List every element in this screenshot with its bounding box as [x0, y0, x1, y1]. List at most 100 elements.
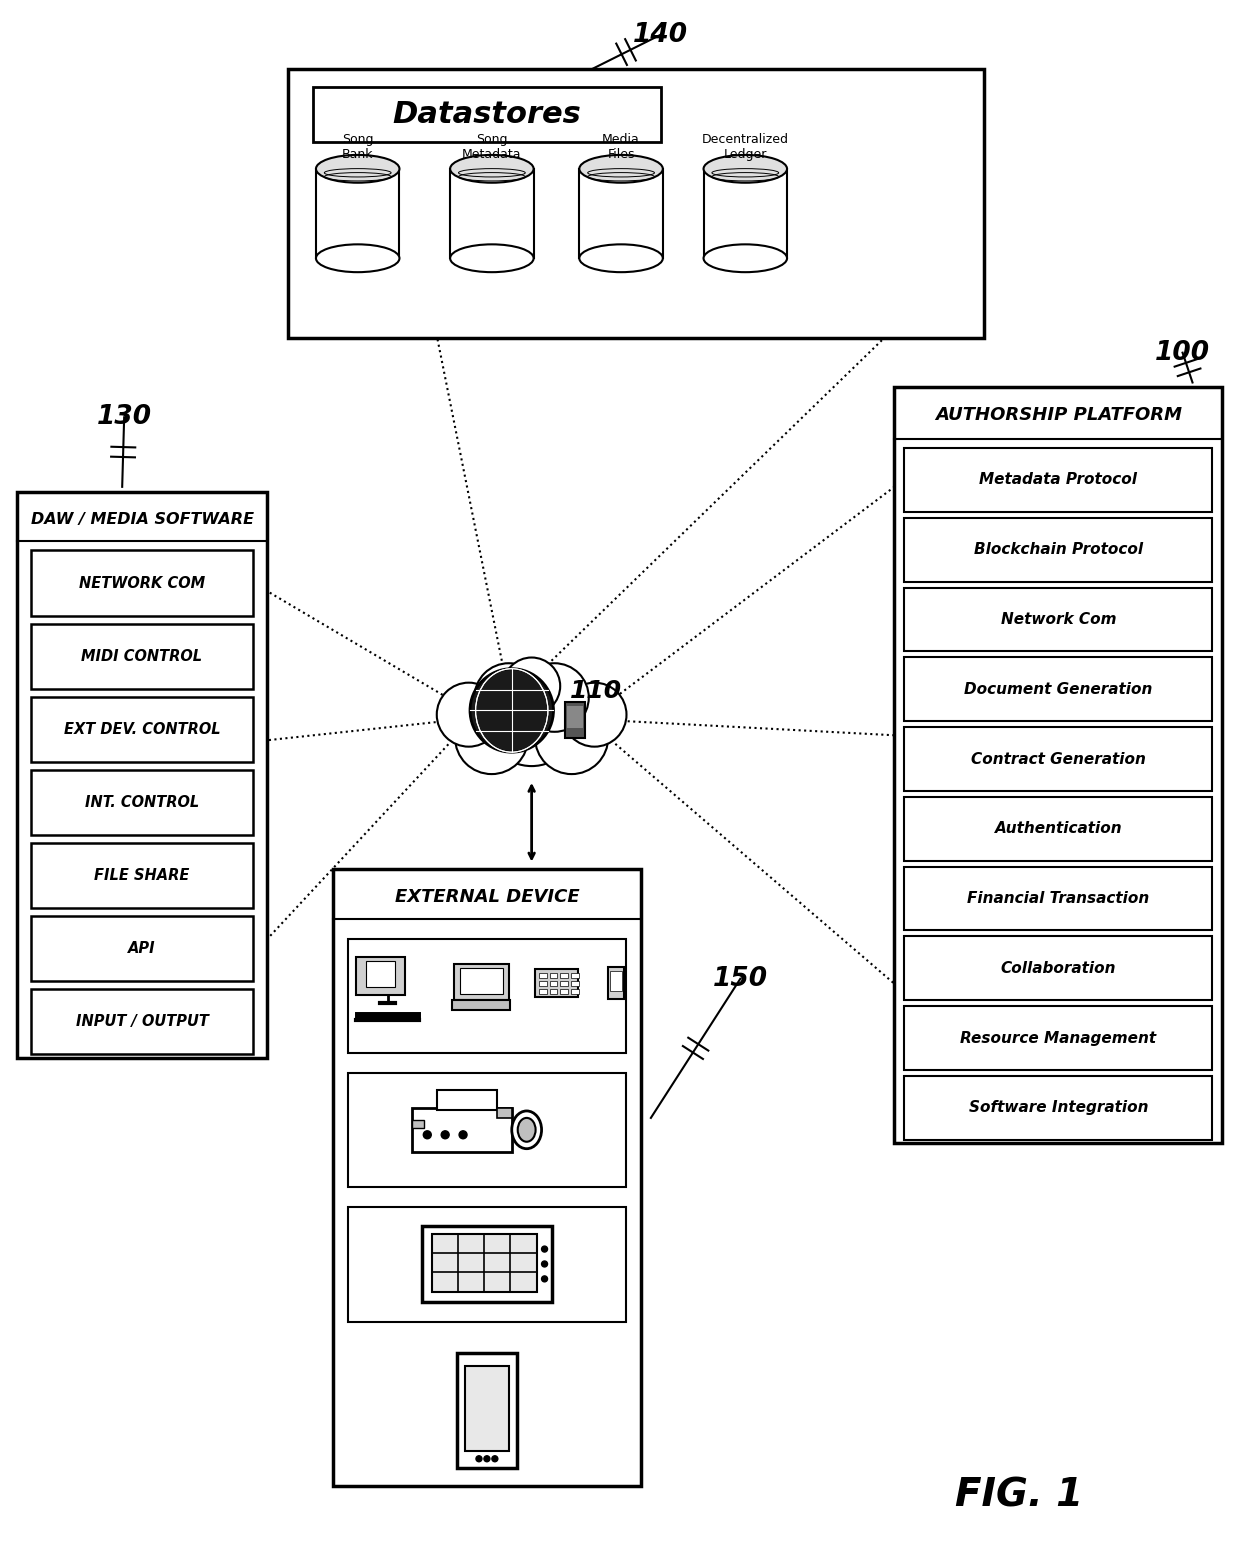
Bar: [904, 657, 1213, 721]
Bar: [904, 588, 1213, 652]
Bar: [610, 970, 622, 991]
Text: EXT DEV. CONTROL: EXT DEV. CONTROL: [63, 722, 221, 736]
Text: Resource Management: Resource Management: [960, 1031, 1157, 1045]
Ellipse shape: [518, 1119, 536, 1142]
Text: Media
Files: Media Files: [603, 133, 640, 161]
Circle shape: [476, 1455, 482, 1462]
Circle shape: [542, 1276, 548, 1282]
Bar: [31, 989, 253, 1055]
Text: AUTHORSHIP PLATFORM: AUTHORSHIP PLATFORM: [935, 406, 1182, 424]
Bar: [413, 1120, 424, 1128]
Bar: [332, 869, 641, 1485]
Circle shape: [459, 1131, 467, 1139]
Circle shape: [484, 1455, 490, 1462]
Circle shape: [441, 1131, 449, 1139]
Bar: [572, 989, 579, 994]
Bar: [423, 1226, 552, 1301]
Ellipse shape: [450, 154, 533, 183]
Bar: [347, 1207, 626, 1321]
Bar: [703, 168, 787, 259]
Bar: [433, 1234, 537, 1292]
Bar: [608, 967, 624, 998]
Text: Document Generation: Document Generation: [965, 682, 1152, 697]
Ellipse shape: [450, 245, 533, 271]
Bar: [347, 939, 626, 1053]
Bar: [316, 168, 399, 259]
Bar: [312, 87, 661, 142]
Bar: [538, 973, 547, 978]
Bar: [904, 1076, 1213, 1140]
Text: EXTERNAL DEVICE: EXTERNAL DEVICE: [394, 888, 579, 906]
Text: 110: 110: [570, 679, 622, 702]
Text: NETWORK COM: NETWORK COM: [79, 576, 205, 591]
Bar: [413, 1108, 512, 1151]
Text: INPUT / OUTPUT: INPUT / OUTPUT: [76, 1014, 208, 1030]
Circle shape: [436, 683, 501, 747]
Ellipse shape: [703, 154, 787, 183]
Bar: [534, 969, 578, 997]
Text: MIDI CONTROL: MIDI CONTROL: [82, 649, 202, 663]
Bar: [288, 70, 983, 339]
Bar: [538, 989, 547, 994]
Text: DAW / MEDIA SOFTWARE: DAW / MEDIA SOFTWARE: [31, 512, 253, 527]
Circle shape: [534, 700, 608, 774]
Bar: [460, 967, 502, 994]
Bar: [497, 1108, 512, 1119]
Bar: [904, 936, 1213, 1000]
Text: Song
Bank: Song Bank: [342, 133, 373, 161]
Bar: [904, 518, 1213, 582]
Bar: [560, 981, 568, 986]
Bar: [31, 916, 253, 981]
Bar: [366, 961, 396, 987]
Text: 130: 130: [97, 404, 151, 431]
Bar: [579, 168, 663, 259]
Bar: [560, 989, 568, 994]
Text: API: API: [128, 941, 156, 956]
Circle shape: [423, 1131, 432, 1139]
Bar: [568, 707, 583, 729]
Bar: [438, 1090, 497, 1109]
Bar: [904, 448, 1213, 512]
Bar: [31, 551, 253, 616]
Circle shape: [455, 700, 528, 774]
Text: 150: 150: [713, 966, 768, 992]
Bar: [572, 973, 579, 978]
Bar: [450, 168, 533, 259]
Text: Authentication: Authentication: [994, 821, 1122, 836]
Text: Software Integration: Software Integration: [968, 1100, 1148, 1115]
Bar: [565, 702, 585, 738]
Text: INT. CONTROL: INT. CONTROL: [84, 796, 200, 810]
Text: Collaboration: Collaboration: [1001, 961, 1116, 977]
Bar: [904, 1006, 1213, 1070]
Bar: [549, 981, 558, 986]
Text: Datastores: Datastores: [393, 100, 582, 129]
Bar: [904, 727, 1213, 791]
Ellipse shape: [579, 245, 663, 271]
Circle shape: [470, 669, 553, 752]
Ellipse shape: [703, 245, 787, 271]
Bar: [904, 797, 1213, 861]
Bar: [31, 697, 253, 761]
Bar: [31, 769, 253, 835]
Text: Financial Transaction: Financial Transaction: [967, 891, 1149, 906]
Circle shape: [486, 674, 578, 766]
Bar: [465, 1367, 508, 1451]
Text: FIG. 1: FIG. 1: [955, 1476, 1083, 1515]
Bar: [904, 867, 1213, 930]
Text: 100: 100: [1154, 340, 1210, 365]
Text: FILE SHARE: FILE SHARE: [94, 867, 190, 883]
Text: Song
Metadata: Song Metadata: [463, 133, 522, 161]
Ellipse shape: [512, 1111, 542, 1148]
Bar: [454, 964, 508, 1000]
Bar: [572, 981, 579, 986]
Text: Blockchain Protocol: Blockchain Protocol: [973, 543, 1143, 557]
Bar: [453, 1000, 510, 1009]
Circle shape: [521, 663, 589, 732]
Bar: [31, 842, 253, 908]
Ellipse shape: [316, 245, 399, 271]
Text: 140: 140: [634, 22, 688, 48]
Text: Decentralized
Ledger: Decentralized Ledger: [702, 133, 789, 161]
Text: Metadata Protocol: Metadata Protocol: [980, 473, 1137, 487]
Text: Contract Generation: Contract Generation: [971, 752, 1146, 766]
Circle shape: [475, 663, 543, 732]
